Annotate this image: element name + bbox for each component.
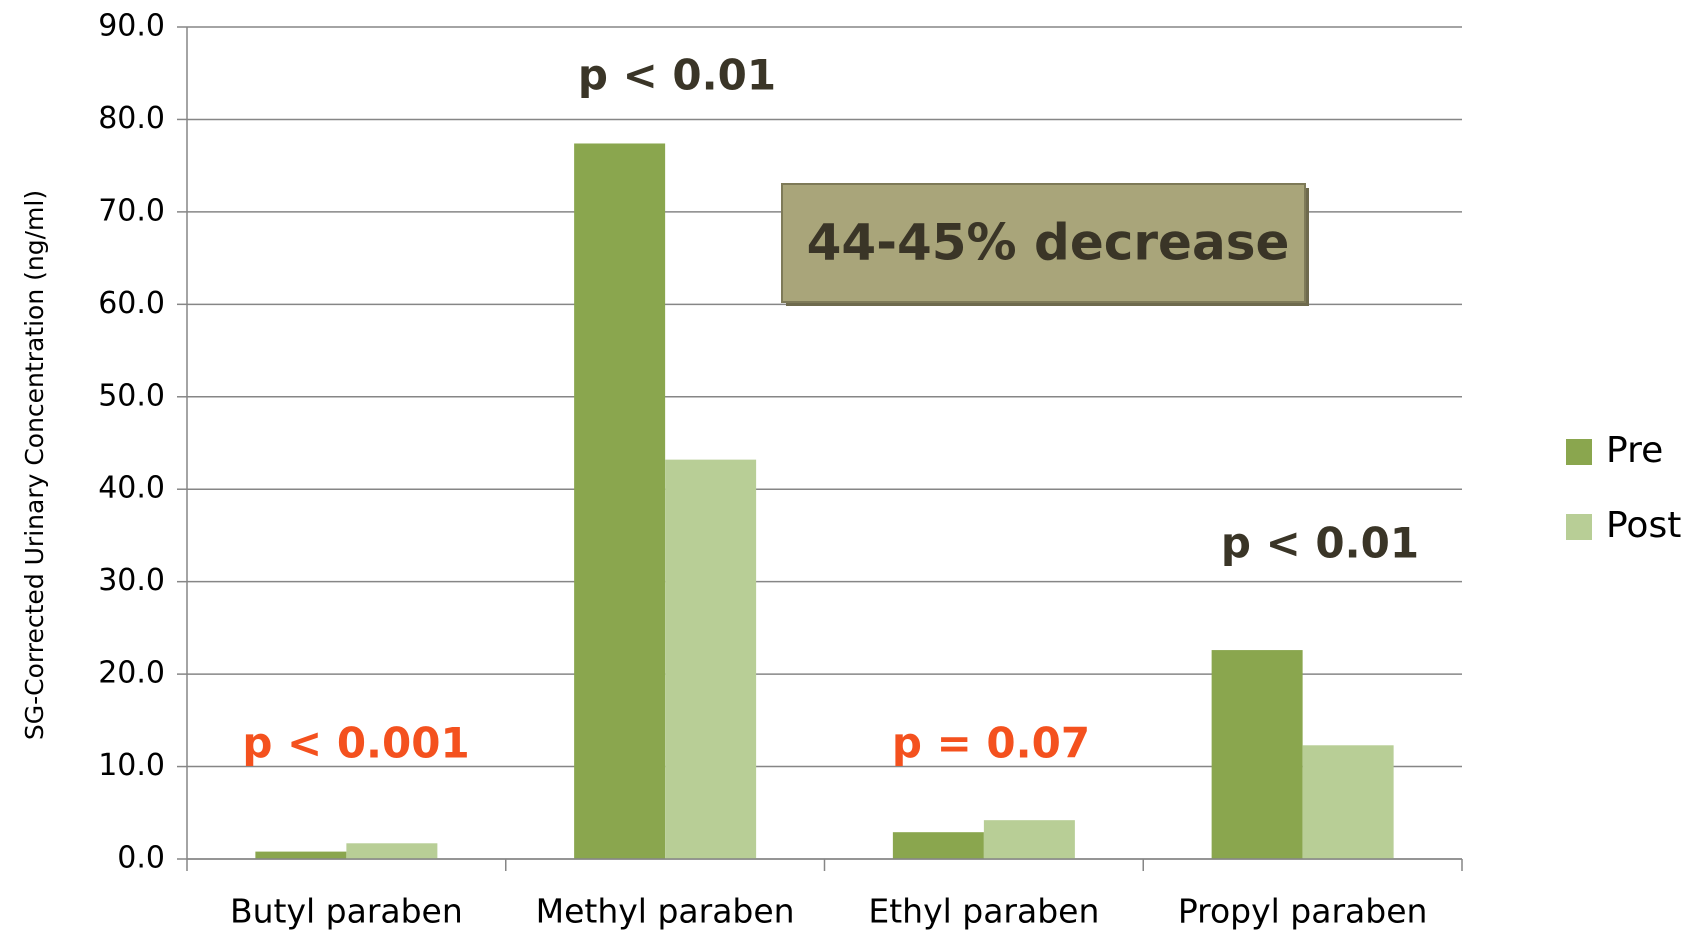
y-tick-label: 80.0 — [98, 101, 165, 136]
annotation: p < 0.01 — [578, 51, 776, 100]
legend-swatch — [1566, 514, 1592, 540]
legend-label: Post — [1606, 505, 1681, 546]
legend-swatch — [1566, 439, 1592, 465]
legend-label: Pre — [1606, 430, 1663, 471]
annotation-box — [781, 183, 1306, 303]
x-tick-label: Ethyl paraben — [868, 892, 1099, 931]
annotation: p < 0.001 — [242, 719, 469, 768]
y-tick-label: 0.0 — [117, 841, 165, 876]
annotation: p < 0.01 — [1221, 519, 1419, 568]
x-tick-label: Methyl paraben — [536, 892, 795, 931]
x-tick-label: Butyl paraben — [230, 892, 463, 931]
bar — [255, 851, 347, 859]
bar — [892, 832, 984, 859]
bar — [983, 820, 1075, 859]
y-tick-label: 50.0 — [98, 378, 165, 413]
annotation: p = 0.07 — [892, 719, 1090, 768]
y-axis-label: SG-Corrected Urinary Concentration (ng/m… — [20, 190, 49, 740]
bar — [1211, 650, 1303, 859]
bar — [665, 459, 757, 859]
x-tick-label: Propyl paraben — [1178, 892, 1428, 931]
y-tick-label: 60.0 — [98, 286, 165, 321]
y-tick-label: 90.0 — [98, 9, 165, 44]
y-tick-label: 20.0 — [98, 656, 165, 691]
y-tick-label: 30.0 — [98, 563, 165, 598]
y-tick-label: 40.0 — [98, 471, 165, 506]
y-tick-label: 10.0 — [98, 748, 165, 783]
bar — [346, 843, 438, 859]
bar — [1302, 745, 1394, 859]
bar — [574, 143, 666, 860]
y-tick-label: 70.0 — [98, 193, 165, 228]
annotation: 44-45% decrease — [807, 214, 1290, 272]
